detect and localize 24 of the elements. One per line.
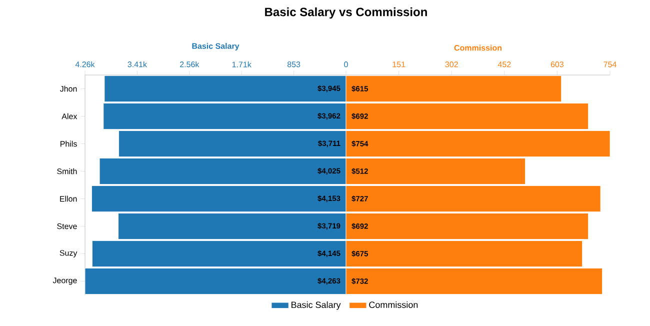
y-tick-label: Ellon	[60, 196, 77, 202]
x-tick-label: 754	[604, 62, 616, 68]
legend-label: Commission	[369, 301, 418, 308]
x-tick-label: 151	[392, 62, 406, 68]
x-tick-label: 853	[287, 62, 300, 68]
y-tick-label: Jhon	[60, 86, 77, 92]
y-tick-label: Jeorge	[52, 278, 77, 285]
x-tick-label: 2.56k	[180, 61, 200, 68]
y-tick-label: Alex	[62, 113, 78, 120]
legend-label: Basic Salary	[292, 301, 341, 310]
x-tick-label: 452	[498, 62, 511, 68]
chart-title: Basic Salary vs Commission	[265, 7, 427, 19]
x-tick-label: 4.26k	[75, 61, 95, 68]
x-tick-label: 302	[445, 62, 458, 68]
x-tick-label: 3.41k	[128, 61, 148, 68]
x-tick-label: 0	[344, 62, 348, 68]
x-axis-title: Commission	[454, 44, 502, 51]
x-axis-title: Basic Salary	[192, 42, 240, 50]
y-tick-label: Suzy	[60, 250, 78, 258]
y-tick-label: Smith	[57, 168, 77, 174]
x-tick-label: 603	[550, 62, 564, 68]
y-tick-label: Phils	[60, 140, 77, 147]
x-tick-label: 1.71k	[232, 61, 252, 68]
y-tick-label: Steve	[57, 223, 77, 230]
